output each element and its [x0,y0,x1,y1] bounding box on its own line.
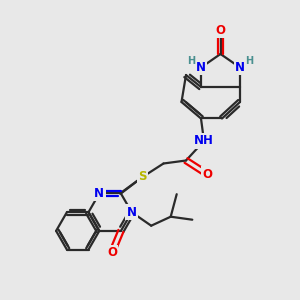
Text: N: N [235,61,245,74]
Text: NH: NH [194,134,214,148]
Text: H: H [187,56,196,66]
Text: H: H [245,56,254,66]
Text: N: N [94,187,104,200]
Text: O: O [107,246,117,259]
Text: N: N [127,206,137,219]
Text: O: O [215,23,226,37]
Text: S: S [138,170,147,184]
Text: N: N [196,61,206,74]
Text: O: O [202,167,212,181]
